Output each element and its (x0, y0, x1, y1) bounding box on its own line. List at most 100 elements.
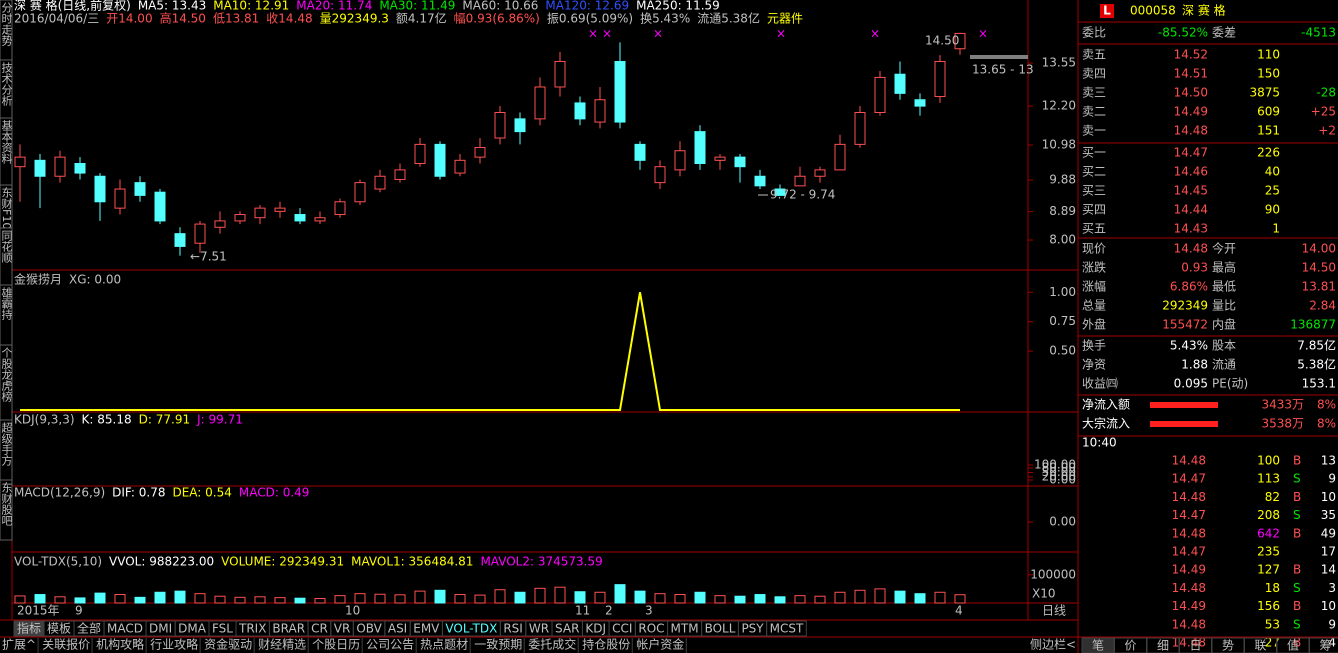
quote-tab[interactable]: 价 (1124, 639, 1136, 653)
marker: × (776, 27, 786, 41)
indicator-tab[interactable]: 指标 (17, 621, 41, 636)
indicator-tab[interactable]: PSY (741, 622, 764, 636)
side-tab-label[interactable]: 基本资料 (0, 120, 13, 165)
book-volume: 609 (1257, 105, 1280, 119)
quote-tab[interactable]: 势 (1222, 639, 1234, 653)
indicator-tab[interactable]: MACD (107, 622, 143, 636)
sidebar-toggle[interactable]: 侧边栏< (1030, 637, 1076, 652)
function-tab[interactable]: 持仓股份 (582, 637, 630, 652)
quote-tab-box[interactable] (1309, 637, 1338, 653)
side-tab-label[interactable]: 个股龙虎榜 (0, 347, 13, 403)
candle-body (514, 118, 526, 133)
candle-body (394, 169, 406, 180)
header-text: MA30: 11.49 (379, 0, 455, 13)
flow-pct: 8% (1317, 417, 1336, 431)
indicator-tab[interactable]: ASI (388, 622, 407, 636)
stat-label: 股本 (1212, 339, 1236, 353)
indicator-tab-box[interactable] (766, 620, 807, 637)
indicator-tab[interactable]: MTM (671, 622, 699, 636)
volume-bar (434, 589, 446, 604)
trade-price: 14.47 (1172, 508, 1206, 522)
indicator-tab[interactable]: 全部 (77, 621, 101, 636)
candle-body (114, 188, 126, 209)
indicator-tab[interactable]: OBV (356, 622, 382, 636)
trade-volume: 208 (1257, 508, 1280, 522)
indicator-tab[interactable]: MCST (770, 622, 804, 636)
indicator-tab[interactable]: BOLL (705, 622, 736, 636)
function-tab[interactable]: 资金驱动 (204, 637, 252, 652)
function-tab[interactable]: 行业攻略 (150, 637, 198, 652)
side-tab-label[interactable]: 超级手方 (0, 421, 13, 466)
side-tab-label[interactable]: 雄霸持 (0, 286, 13, 321)
quote-tab[interactable]: 筹 (1319, 639, 1331, 653)
side-tab-label[interactable]: 分时走势 (0, 2, 13, 46)
candle-body (314, 217, 326, 222)
indicator-tab[interactable]: RSI (503, 622, 523, 636)
candle-body (74, 163, 86, 174)
function-tab[interactable]: 财经精选 (258, 638, 306, 652)
side-tab-label[interactable]: 东财股吧 (0, 482, 13, 526)
stat-value: 5.43% (1170, 339, 1208, 353)
function-tab[interactable]: 扩展^ (2, 638, 36, 652)
indicator-tab[interactable]: 模板 (47, 622, 71, 636)
trade-side: B (1293, 490, 1301, 504)
volume-bar (394, 594, 406, 604)
quote-tab[interactable]: 值 (1287, 638, 1299, 653)
trade-volume: 18 (1265, 581, 1280, 595)
function-tab[interactable]: 关联报价 (42, 637, 90, 652)
side-tab-label[interactable]: 同花顺 (0, 230, 13, 264)
quote-tab[interactable]: 联 (1254, 639, 1266, 653)
indicator-tab[interactable]: KDJ (585, 622, 606, 636)
function-tab[interactable]: 帐户资金 (636, 637, 684, 652)
indicator-tab[interactable]: DMA (178, 622, 207, 636)
volume-bar (814, 595, 826, 604)
quote-tab[interactable]: 细 (1157, 639, 1169, 653)
candle-body (494, 111, 506, 139)
trade-count: 35 (1321, 508, 1336, 522)
flow-amount: 3433万 (1261, 398, 1304, 412)
indicator-tab[interactable]: EMV (413, 622, 440, 636)
trade-side: B (1293, 636, 1301, 650)
function-tab[interactable]: 个股日历 (312, 638, 360, 652)
header-text: DIF: 0.78 (112, 486, 165, 500)
header-text: XG: 0.00 (69, 273, 121, 287)
quote-tab[interactable]: 日 (1189, 639, 1201, 653)
indicator-tab[interactable]: WR (529, 622, 549, 636)
volume-bar (894, 590, 906, 604)
indicator-tab[interactable]: BRAR (272, 622, 305, 636)
function-tab[interactable]: 热点题材 (420, 638, 468, 652)
indicator-tab[interactable]: ROC (638, 622, 664, 636)
header-text: 2016/04/06/三 (14, 12, 99, 26)
indicator-tab[interactable]: CCI (612, 622, 632, 636)
side-tab[interactable] (0, 479, 13, 541)
header-text: DEA: 0.54 (172, 486, 231, 500)
volume-bar (474, 594, 486, 604)
indicator-tab[interactable]: VOL-TDX (445, 622, 497, 636)
indicator-tab[interactable]: VR (334, 622, 351, 636)
side-tab-label[interactable]: 东财F10 (0, 187, 13, 230)
stat-label: 总量 (1082, 299, 1106, 313)
indicator-tab[interactable]: TRIX (238, 622, 266, 636)
function-tab[interactable]: 公司公告 (366, 638, 414, 652)
indicator-tab[interactable]: CR (311, 622, 328, 636)
indicator-tab[interactable]: FSL (212, 622, 233, 636)
stock-name: 深 赛 格 (1182, 3, 1226, 18)
volume-bar (414, 590, 426, 604)
side-tab-label[interactable]: 技术分析 (0, 62, 13, 107)
indicator-tab[interactable]: DMI (149, 622, 172, 636)
function-tab[interactable]: 一致预期 (474, 638, 522, 652)
period-label[interactable]: 日线 (1042, 604, 1066, 618)
function-tab[interactable]: 机构攻略 (96, 637, 144, 652)
trade-price: 14.47 (1172, 545, 1206, 559)
function-tab[interactable]: 委托成交 (528, 637, 576, 652)
quote-tab[interactable]: 笔 (1092, 638, 1104, 653)
indicator-tab[interactable]: SAR (555, 622, 579, 636)
stat-value: 5.38亿 (1297, 357, 1336, 372)
book-volume: 226 (1257, 146, 1280, 160)
book-price: 14.48 (1174, 124, 1208, 138)
candle-body (14, 156, 26, 168)
y-tick-label: 100000 (1030, 567, 1076, 581)
trade-price: 14.48 (1172, 617, 1206, 631)
stat-label: 量比 (1212, 299, 1236, 313)
flow-pct: 8% (1317, 398, 1336, 412)
